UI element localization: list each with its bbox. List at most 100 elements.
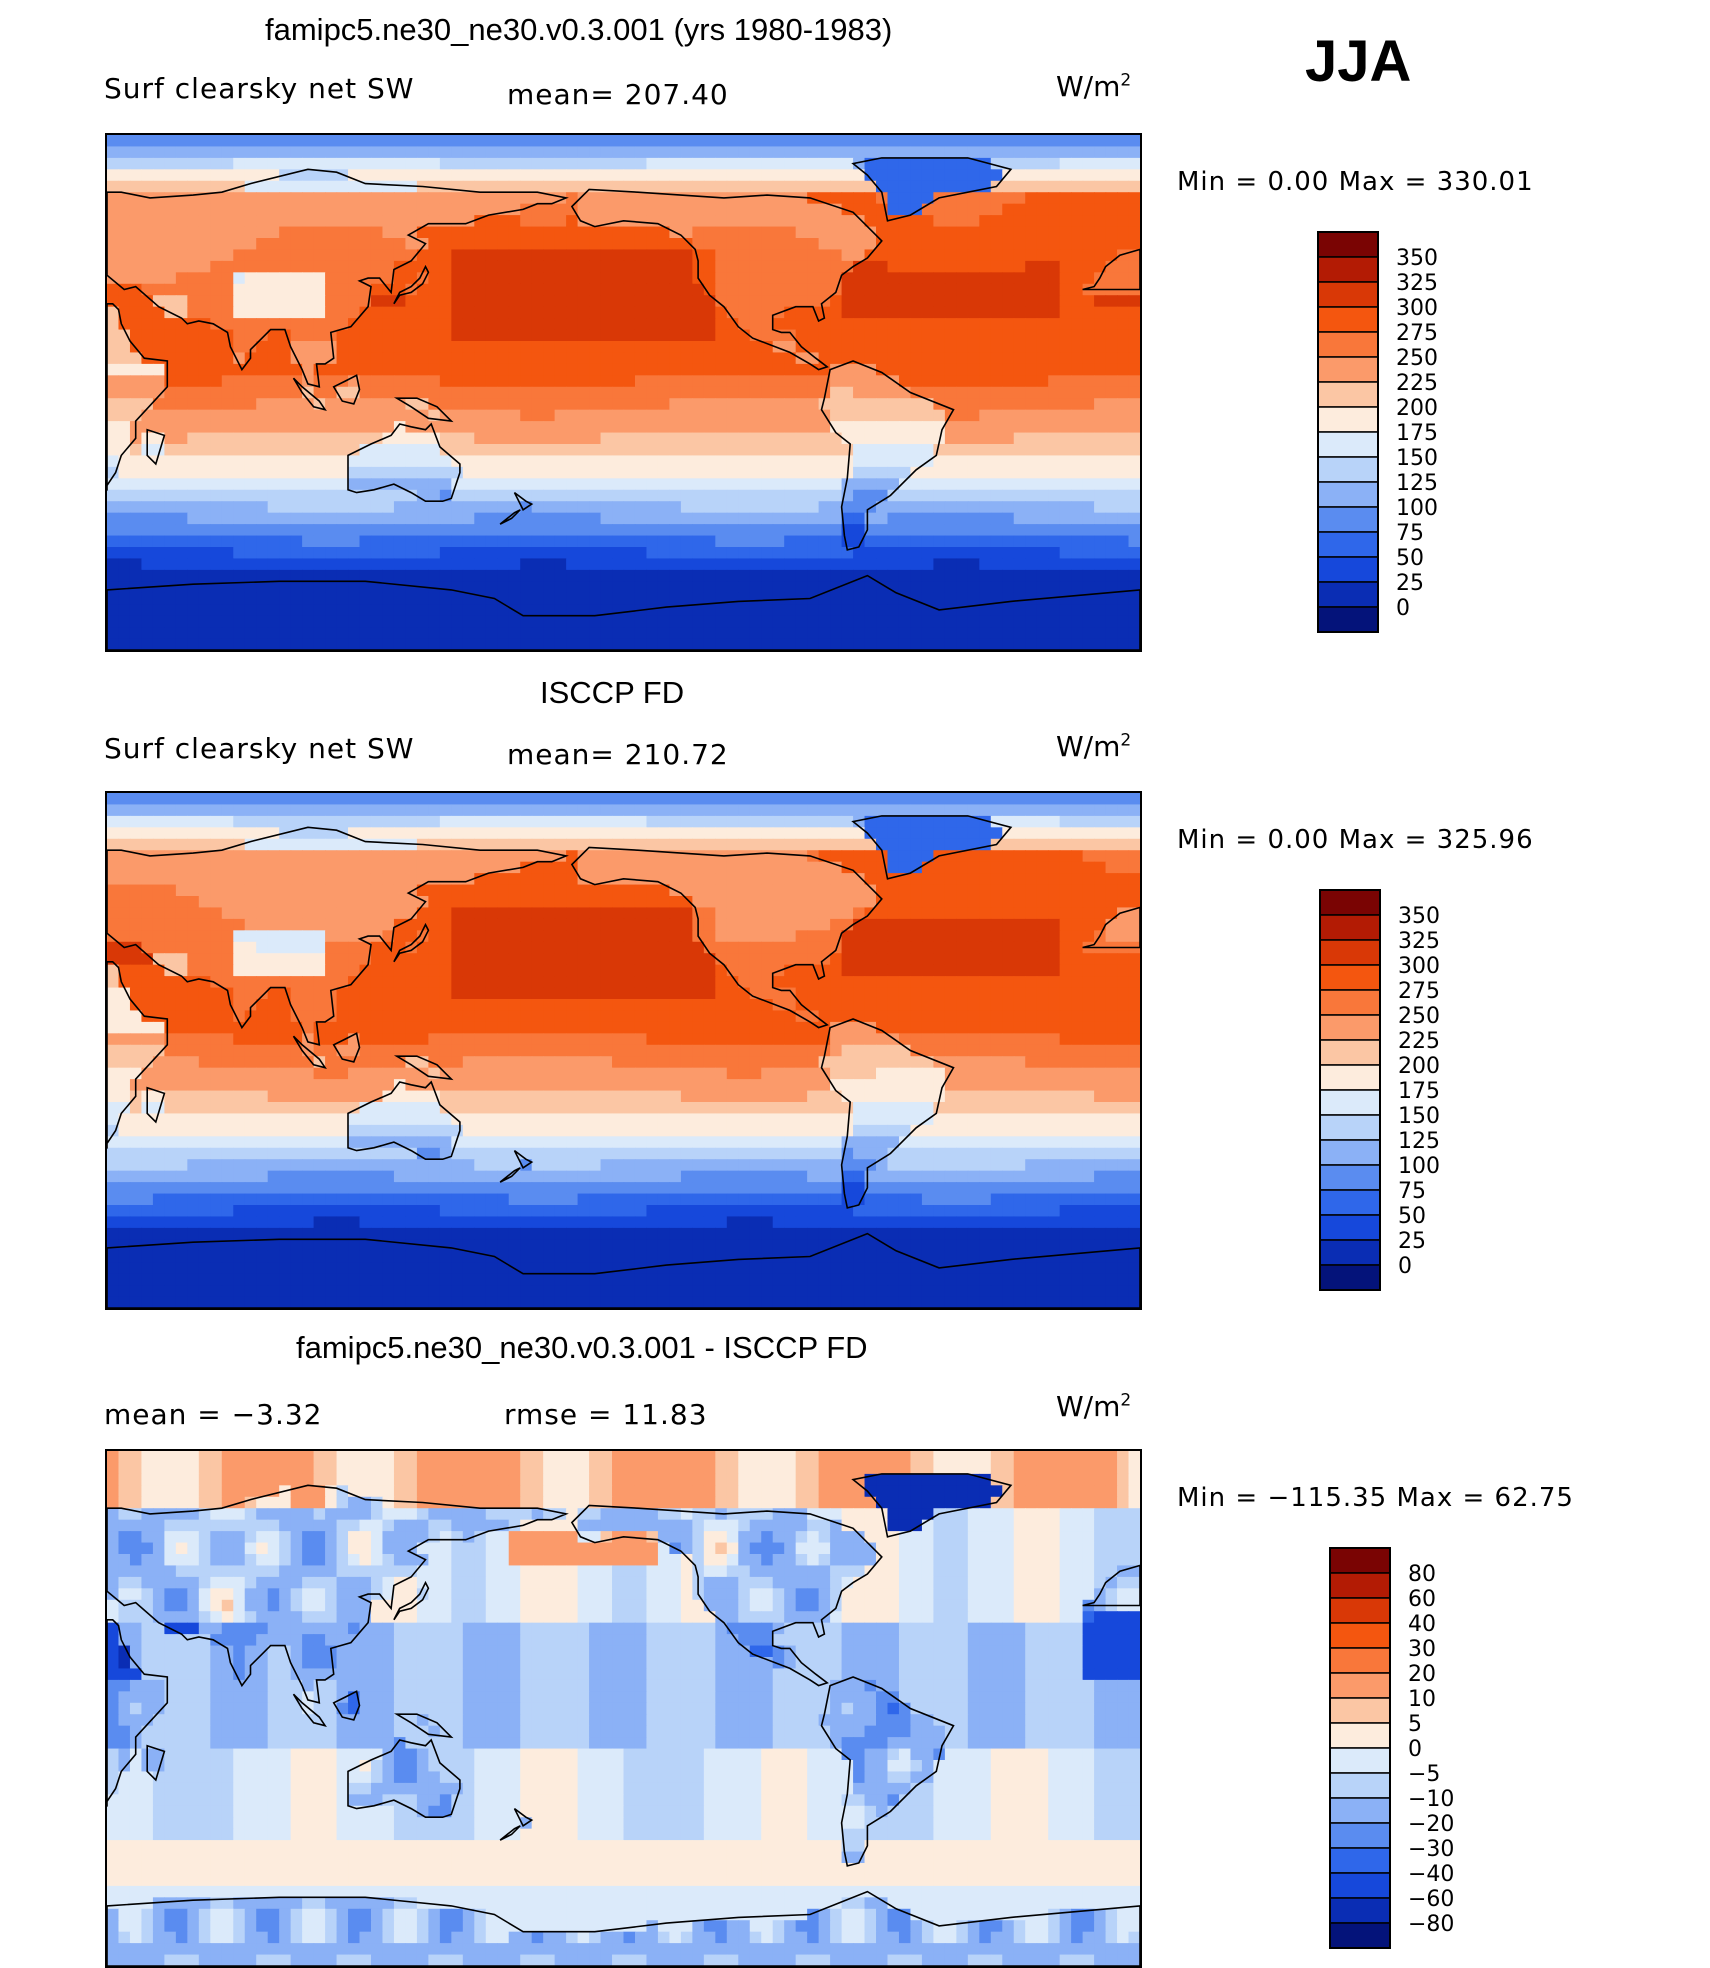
- field-cell: [600, 569, 613, 582]
- field-cell: [1013, 838, 1026, 851]
- field-cell: [1048, 226, 1061, 239]
- field-cell: [474, 827, 487, 840]
- field-cell: [944, 861, 957, 874]
- field-cell: [382, 604, 395, 617]
- field-cell: [554, 352, 567, 365]
- field-cell: [566, 260, 579, 273]
- field-cell: [520, 272, 533, 285]
- field-cell: [1048, 884, 1061, 897]
- field-cell: [864, 547, 877, 560]
- field-cell: [313, 489, 326, 502]
- field-cell: [577, 569, 590, 582]
- field-cell: [221, 827, 234, 840]
- field-cell: [474, 455, 487, 468]
- field-cell: [485, 569, 498, 582]
- field-cell: [221, 804, 234, 817]
- field-cell: [543, 466, 556, 479]
- field-cell: [302, 615, 315, 628]
- field-cell: [107, 569, 120, 582]
- field-cell: [646, 306, 659, 319]
- field-cell: [497, 804, 510, 817]
- field-cell: [749, 827, 762, 840]
- field-cell: [887, 352, 900, 365]
- field-cell: [921, 581, 934, 594]
- field-cell: [221, 535, 234, 548]
- field-cell: [405, 581, 418, 594]
- field-cell: [474, 884, 487, 897]
- field-cell: [680, 524, 693, 537]
- field-cell: [577, 535, 590, 548]
- field-cell: [439, 512, 452, 525]
- field-cell: [772, 135, 785, 148]
- field-cell: [692, 203, 705, 216]
- field-cell: [382, 375, 395, 388]
- field-cell: [657, 615, 671, 628]
- field-cell: [784, 341, 797, 354]
- field-cell: [210, 478, 223, 491]
- field-cell: [841, 501, 854, 514]
- field-cell: [967, 363, 980, 376]
- field-cell: [279, 535, 292, 548]
- field-cell: [795, 615, 808, 628]
- field-cell: [853, 146, 866, 159]
- field-cell: [175, 283, 188, 296]
- field-cell: [141, 793, 154, 806]
- field-cell: [175, 329, 188, 342]
- field-cell: [795, 638, 808, 650]
- field-cell: [508, 146, 521, 159]
- field-cell: [1013, 478, 1026, 491]
- field-cell: [807, 873, 820, 886]
- field-cell: [1059, 524, 1072, 537]
- field-cell: [348, 421, 361, 434]
- field-cell: [784, 558, 797, 571]
- field-cell: [141, 329, 154, 342]
- field-cell: [359, 861, 372, 874]
- field-cell: [382, 146, 395, 159]
- field-cell: [807, 329, 820, 342]
- field-cell: [646, 444, 659, 457]
- field-cell: [325, 455, 338, 468]
- field-cell: [898, 604, 912, 617]
- field-cell: [749, 793, 762, 806]
- field-cell: [703, 896, 716, 909]
- field-cell: [187, 295, 200, 308]
- field-cell: [612, 352, 625, 365]
- field-cell: [152, 466, 165, 479]
- field-cell: [898, 135, 912, 148]
- field-cell: [979, 793, 992, 806]
- field-cell: [692, 627, 705, 640]
- field-cell: [279, 615, 292, 628]
- field-cell: [474, 169, 487, 182]
- field-cell: [967, 466, 980, 479]
- field-cell: [853, 466, 866, 479]
- field-cell: [325, 581, 338, 594]
- field-cell: [669, 535, 682, 548]
- field-cell: [233, 135, 246, 148]
- field-cell: [657, 478, 671, 491]
- field-cell: [187, 146, 200, 159]
- field-cell: [497, 547, 510, 560]
- field-cell: [910, 272, 923, 285]
- field-cell: [107, 592, 120, 605]
- field-cell: [1128, 226, 1140, 239]
- field-cell: [336, 363, 349, 376]
- field-cell: [853, 192, 866, 205]
- field-cell: [738, 455, 751, 468]
- field-cell: [1036, 512, 1049, 525]
- field-cell: [956, 169, 969, 182]
- field-cell: [910, 627, 923, 640]
- field-cell: [405, 827, 418, 840]
- field-cell: [451, 421, 464, 434]
- field-cell: [784, 489, 797, 502]
- field-cell: [348, 329, 361, 342]
- field-cell: [1094, 432, 1107, 445]
- field-cell: [554, 489, 567, 502]
- field-cell: [772, 375, 785, 388]
- field-cell: [1048, 169, 1061, 182]
- field-cell: [749, 283, 762, 296]
- field-cell: [1105, 375, 1118, 388]
- field-cell: [623, 501, 636, 514]
- field-cell: [198, 249, 211, 262]
- field-cell: [175, 861, 188, 874]
- field-cell: [244, 873, 257, 886]
